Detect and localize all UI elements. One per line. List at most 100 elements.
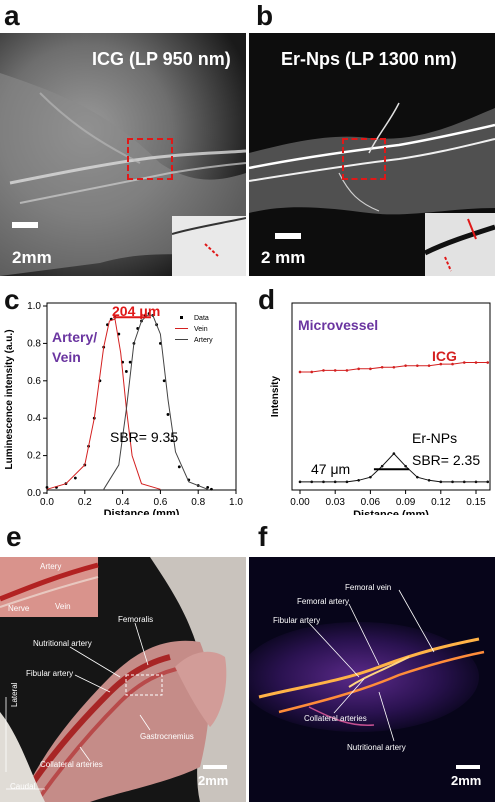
legend-label: Artery [194, 337, 213, 344]
data-point [439, 362, 443, 366]
x-axis-label: Distance (mm) [353, 509, 429, 515]
er-nps-inset [425, 213, 495, 276]
panel-letter-e: e [6, 521, 22, 552]
x-tick-label: 0.8 [191, 497, 205, 508]
femoral-artery-label: Femoral artery [297, 597, 350, 606]
scale-label: 2mm [451, 773, 482, 788]
x-tick-label: 0.15 [466, 497, 486, 508]
data-point [298, 480, 302, 484]
x-tick-label: 0.00 [290, 497, 310, 508]
sbr-annotation: SBR= 2.35 [412, 452, 480, 468]
series-label-er-nps: Er-NPs [412, 430, 457, 446]
x-tick-label: 0.12 [431, 497, 451, 508]
data-point [369, 475, 372, 479]
y-axis-label: Intensity [270, 376, 281, 418]
collateral-arteries-label: Collateral arteries [40, 760, 103, 769]
er-nps-fluorescence-image: Er-Nps (LP 1300 nm) 2 mm [249, 33, 495, 276]
data-point [427, 478, 431, 482]
legend-marker [180, 316, 183, 319]
data-point [210, 487, 213, 491]
data-point [486, 361, 490, 364]
annotation-arrows [308, 589, 435, 742]
data-point [404, 364, 407, 367]
series-label-icg: ICG [432, 348, 457, 364]
data-point [451, 480, 454, 484]
vein-label: Vein [55, 602, 71, 611]
x-tick-label: 0.09 [396, 497, 416, 508]
data-point [166, 413, 170, 416]
series-line-artery [103, 314, 208, 490]
icg-inset [172, 216, 246, 276]
data-point [416, 364, 419, 367]
chart-d: 0.00 0.03 0.06 0.09 0.12 0.15 Distance (mm) Int… [270, 302, 491, 515]
roi-box [342, 138, 386, 180]
data-point [322, 480, 325, 484]
scale-bar [203, 765, 227, 769]
legend-label: Vein [194, 326, 208, 333]
caudal-label: Caudal [10, 782, 36, 791]
data-point [322, 369, 325, 372]
scale-label: 2mm [198, 773, 229, 788]
data-point [462, 361, 466, 364]
x-tick-label: 1.0 [229, 497, 243, 508]
data-point [427, 364, 431, 367]
data-point [124, 370, 128, 373]
scale-bar [456, 765, 480, 769]
icg-fluorescence-image: ICG (LP 950 nm) 2mm [0, 33, 246, 276]
fibular-artery-label: Fibular artery [26, 669, 74, 678]
artery-vein-label: Vein [52, 349, 81, 365]
sbr-annotation: SBR= 9.35 [110, 429, 178, 445]
data-point [73, 476, 77, 480]
data-point [451, 362, 454, 366]
panel-letter-c: c [4, 284, 20, 315]
data-point [310, 480, 314, 484]
panel-letter-a: a [4, 0, 20, 31]
data-point [416, 475, 419, 479]
data-point [128, 360, 132, 364]
data-point [474, 361, 478, 364]
data-point [206, 485, 210, 489]
y-tick-label: 1.0 [27, 301, 41, 312]
y-tick-label: 0.2 [27, 451, 41, 462]
data-point [345, 369, 349, 372]
femoral-vein-label: Femoral vein [345, 583, 392, 592]
nir-angiography-image: Femoral vein Femoral artery Fibular arte… [249, 557, 495, 802]
annotation-arrows [5, 622, 151, 790]
y-tick-label: 0.8 [27, 338, 41, 349]
data-point [380, 464, 384, 468]
chart-title: Microvessel [298, 317, 378, 333]
series-line-vein [46, 318, 161, 490]
artery-vein-label: Artery/ [52, 329, 97, 345]
data-point [357, 367, 360, 371]
data-point [333, 480, 337, 484]
dissection-photo: Artery Nerve Vein Femoralis Nutritional … [0, 557, 246, 802]
y-axis-label: Luminescence intensity (a.u.) [4, 329, 15, 469]
data-point [392, 365, 396, 369]
y-tick-label: 0.0 [27, 488, 41, 499]
nutritional-artery-label: Nutritional artery [347, 743, 406, 752]
nir-vessel-drawing [249, 557, 495, 802]
legend-label: Data [194, 315, 209, 322]
scale-label: 2mm [12, 248, 52, 267]
data-point [369, 367, 372, 371]
data-point [380, 365, 384, 369]
y-tick-label: 0.6 [27, 376, 41, 387]
x-axis-label: Distance (mm) [104, 508, 180, 515]
artery-label: Artery [40, 562, 62, 571]
data-point [177, 465, 181, 469]
panel-letter-b: b [256, 0, 274, 31]
panel-letter-d: d [258, 284, 276, 315]
scale-label: 2 mm [261, 248, 306, 267]
fibular-artery-label: Fibular artery [273, 616, 321, 625]
plot-frame [291, 302, 491, 491]
data-point [310, 370, 314, 374]
data-point [45, 485, 49, 489]
width-annotation: 204 μm [112, 303, 160, 319]
data-point [170, 439, 174, 443]
femoralis-label: Femoralis [118, 615, 154, 624]
er-nps-label: Er-Nps (LP 1300 nm) [281, 49, 457, 69]
nutritional-artery-label: Nutritional artery [33, 639, 92, 648]
x-tick-label: 0.6 [153, 497, 167, 508]
data-point [486, 480, 490, 484]
data-point [404, 464, 407, 468]
